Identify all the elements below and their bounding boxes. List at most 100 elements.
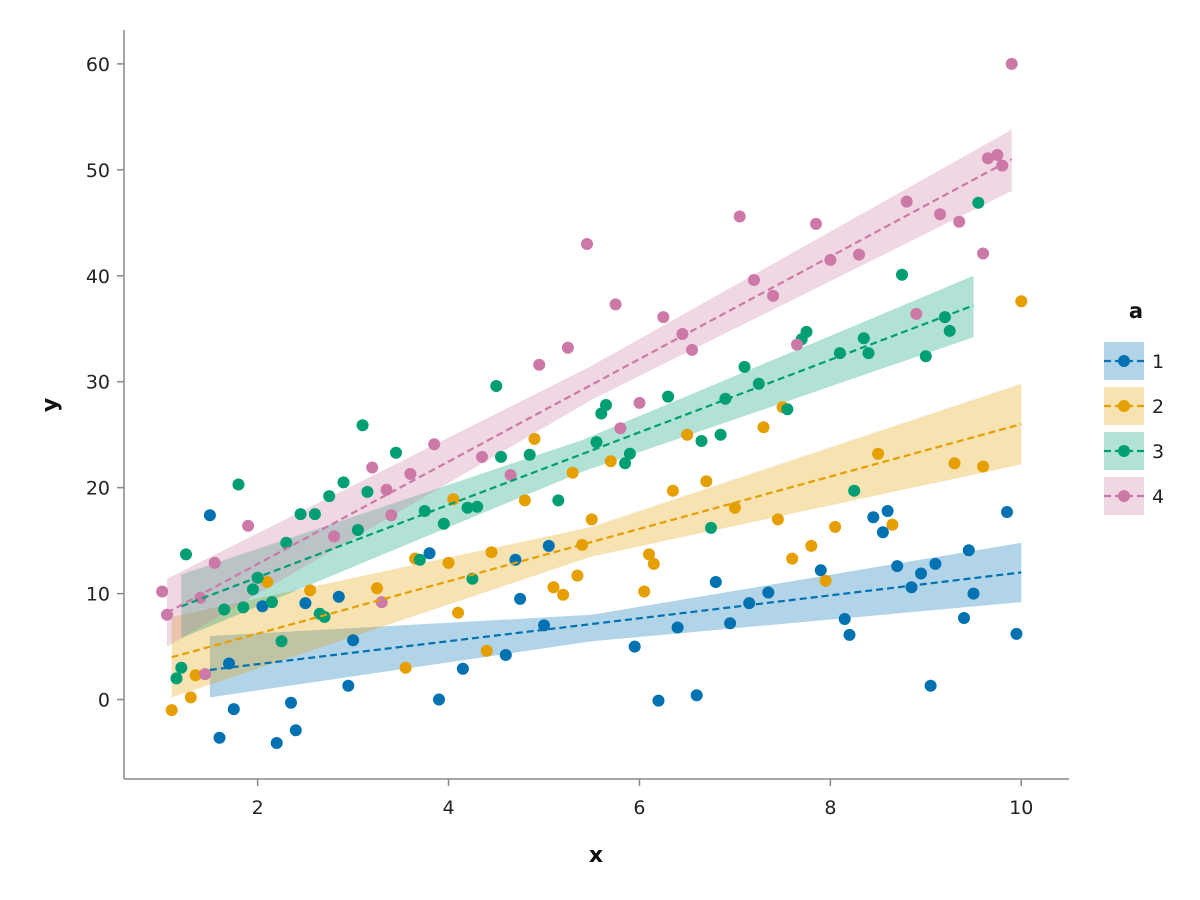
data-point-series-2 xyxy=(948,457,961,470)
data-point-series-4 xyxy=(385,509,398,522)
x-tick-label: 6 xyxy=(633,797,645,819)
data-point-series-1 xyxy=(213,731,226,744)
axes: 0 10 20 30 40 50 60 2 4 6 8 10 xyxy=(86,30,1069,819)
data-point-series-2 xyxy=(647,557,660,570)
data-point-series-2 xyxy=(829,520,842,533)
x-axis-label: x xyxy=(589,843,603,868)
data-point-series-4 xyxy=(504,469,517,481)
data-point-series-3 xyxy=(294,508,307,521)
data-point-series-2 xyxy=(643,548,655,561)
y-tick-label: 40 xyxy=(86,266,110,288)
data-point-series-3 xyxy=(972,196,985,209)
data-point-series-1 xyxy=(514,592,527,605)
data-point-series-1 xyxy=(967,587,980,600)
data-point-series-3 xyxy=(857,332,870,345)
data-point-series-1 xyxy=(456,662,469,675)
data-point-series-2 xyxy=(452,606,465,619)
y-ticks: 0 10 20 30 40 50 60 xyxy=(86,54,124,712)
data-point-series-2 xyxy=(728,501,741,514)
data-point-series-4 xyxy=(533,358,546,371)
x-ticks: 2 4 6 8 10 xyxy=(252,779,1033,819)
legend-swatch-marker xyxy=(1118,355,1130,367)
data-point-series-3 xyxy=(390,446,402,459)
data-point-series-3 xyxy=(175,661,188,674)
legend-title: a xyxy=(1129,299,1143,323)
data-point-series-2 xyxy=(528,432,541,445)
y-tick-label: 20 xyxy=(86,478,110,500)
data-point-series-1 xyxy=(285,696,297,709)
data-point-series-3 xyxy=(623,447,636,460)
data-point-series-4 xyxy=(208,556,221,569)
data-point-series-3 xyxy=(862,347,875,360)
data-point-series-2 xyxy=(566,466,579,479)
y-tick-label: 50 xyxy=(86,160,110,182)
data-point-series-2 xyxy=(518,494,531,507)
legend-item-3: 3 xyxy=(1104,432,1164,470)
data-point-series-1 xyxy=(915,567,927,580)
data-point-series-4 xyxy=(733,210,746,223)
data-point-series-3 xyxy=(246,583,259,596)
data-point-series-4 xyxy=(156,585,169,598)
data-point-series-3 xyxy=(781,403,794,416)
data-point-series-2 xyxy=(666,484,679,497)
y-tick-label: 60 xyxy=(86,54,110,76)
data-point-series-2 xyxy=(189,669,202,682)
data-point-series-1 xyxy=(652,694,665,707)
legend-label: 4 xyxy=(1152,486,1164,508)
data-point-series-2 xyxy=(771,513,784,526)
data-point-series-2 xyxy=(786,552,799,565)
data-point-series-3 xyxy=(361,485,374,498)
data-point-series-3 xyxy=(705,521,717,534)
data-point-series-1 xyxy=(724,617,737,630)
y-tick-label: 10 xyxy=(86,584,110,606)
fit-line-series-3 xyxy=(180,304,974,608)
fit-line-series-1 xyxy=(209,571,1022,671)
fit-line-series-2 xyxy=(171,423,1022,659)
data-point-series-4 xyxy=(977,247,990,260)
data-point-series-4 xyxy=(767,289,780,302)
data-point-series-1 xyxy=(332,590,345,603)
legend-swatch-marker xyxy=(1118,445,1130,457)
data-point-series-4 xyxy=(934,208,947,221)
data-point-series-3 xyxy=(495,450,507,463)
data-point-series-1 xyxy=(891,560,904,573)
legend-label: 3 xyxy=(1152,441,1164,463)
data-point-series-3 xyxy=(318,610,331,623)
data-point-series-1 xyxy=(814,564,827,577)
data-point-series-3 xyxy=(170,672,183,685)
data-point-series-3 xyxy=(714,428,727,441)
data-point-series-2 xyxy=(184,691,197,704)
legend-label: 1 xyxy=(1152,351,1164,373)
data-point-series-4 xyxy=(404,467,417,480)
data-point-series-1 xyxy=(1010,627,1023,640)
data-point-series-3 xyxy=(280,536,293,549)
data-point-series-3 xyxy=(437,517,450,530)
data-point-series-3 xyxy=(662,390,675,403)
x-tick-label: 8 xyxy=(824,797,836,819)
data-point-series-3 xyxy=(337,476,350,489)
data-point-series-3 xyxy=(308,508,321,521)
data-point-series-1 xyxy=(876,526,889,539)
data-point-series-1 xyxy=(299,597,312,610)
data-point-series-4 xyxy=(853,248,865,261)
data-point-series-2 xyxy=(571,569,584,582)
scatter-points xyxy=(156,57,1028,749)
data-point-series-1 xyxy=(690,689,703,702)
data-point-series-2 xyxy=(638,585,651,598)
data-point-series-2 xyxy=(576,538,589,551)
data-point-series-1 xyxy=(542,539,555,552)
legend-swatch-marker xyxy=(1118,490,1130,502)
data-point-series-3 xyxy=(275,635,288,648)
data-point-series-3 xyxy=(590,436,603,449)
data-point-series-3 xyxy=(266,596,278,609)
data-point-series-3 xyxy=(237,601,250,614)
data-point-series-1 xyxy=(881,505,894,517)
data-point-series-2 xyxy=(480,644,493,657)
data-point-series-2 xyxy=(165,704,178,717)
legend-item-1: 1 xyxy=(1104,342,1164,380)
legend-label: 2 xyxy=(1152,396,1164,418)
data-point-series-4 xyxy=(900,195,913,208)
data-point-series-2 xyxy=(442,556,455,569)
data-point-series-1 xyxy=(867,511,880,524)
